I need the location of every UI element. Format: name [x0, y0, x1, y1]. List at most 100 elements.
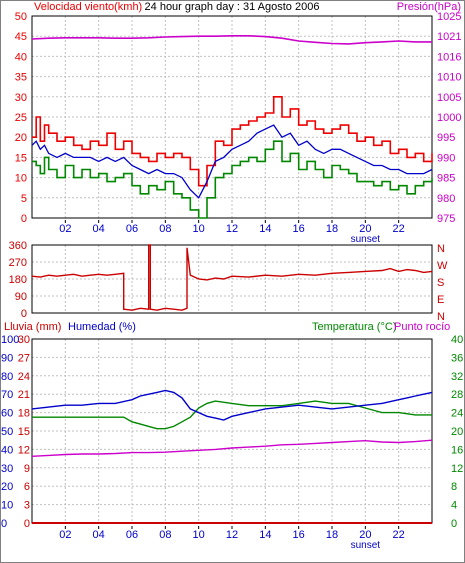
- humidity-y-tick-label: 0: [1, 518, 7, 530]
- wind-panel-x-tick-label: 06: [126, 223, 138, 235]
- direction-y-tick-label: 180: [9, 274, 27, 286]
- wind-panel-x-tick-label: 10: [193, 223, 205, 235]
- wind-panel-x-tick-label: 12: [226, 223, 238, 235]
- wind-y-tick-label: 0: [21, 213, 27, 225]
- climate-panel-x-tick-label: 12: [226, 529, 238, 541]
- compass-label: S: [437, 277, 444, 289]
- temperature-series: [32, 400, 432, 430]
- temperature-axis-label: Temperatura (°C): [312, 321, 396, 333]
- pressure-y-tick-label: 975: [437, 213, 455, 225]
- climate-panel-x-tick-label: 20: [359, 529, 371, 541]
- humidity-y-tick-label: 60: [1, 408, 13, 420]
- rain-y-tick-label: 27: [18, 352, 30, 364]
- pressure-axis-label: Presión(hPa): [397, 1, 461, 13]
- rain-y-tick-label: 18: [18, 408, 30, 420]
- pressure-y-tick-label: 990: [437, 152, 455, 164]
- wind-panel-grid: [32, 16, 432, 218]
- pressure-y-tick-label: 1021: [437, 31, 461, 43]
- sunset-label: sunset: [351, 234, 381, 245]
- climate-panel-x-tick-label: 06: [126, 529, 138, 541]
- climate-panel-x-tick-label: 16: [293, 529, 305, 541]
- climate-panel-x-tick-label: 22: [393, 529, 405, 541]
- climate-panel-x-tick-label: 10: [193, 529, 205, 541]
- dewpoint-axis-label: Punto rocío: [394, 321, 450, 333]
- humidity-y-tick-label: 100: [1, 334, 19, 346]
- pressure-y-tick-label: 1016: [437, 51, 461, 63]
- temperature-y-tick-label: 8: [451, 481, 457, 493]
- rain-y-tick-label: 24: [18, 371, 30, 383]
- direction-y-tick-label: 0: [21, 308, 27, 320]
- temperature-y-tick-label: 36: [451, 352, 463, 364]
- direction-y-tick-label: 90: [15, 291, 27, 303]
- humidity-axis-label: Humedad (%): [68, 321, 136, 333]
- wind-y-tick-label: 40: [15, 51, 27, 63]
- wind-y-tick-label: 15: [15, 152, 27, 164]
- direction-y-tick-label: 270: [9, 257, 27, 269]
- humidity-y-tick-label: 50: [1, 426, 13, 438]
- humidity-y-tick-label: 80: [1, 371, 13, 383]
- wind-panel-x-tick-label: 08: [159, 223, 171, 235]
- rain-y-tick-label: 30: [18, 334, 30, 346]
- rain-y-tick-label: 12: [18, 444, 30, 456]
- humidity-y-tick-label: 70: [1, 389, 13, 401]
- temperature-y-tick-label: 24: [451, 408, 463, 420]
- wind-max-series: [32, 96, 433, 187]
- wind-panel-x-tick-label: 22: [393, 223, 405, 235]
- rain-y-tick-label: 21: [18, 389, 30, 401]
- wind-y-tick-label: 50: [15, 11, 27, 23]
- temperature-y-tick-label: 12: [451, 463, 463, 475]
- chart-title: 24 hour graph day : 31 Agosto 2006: [145, 1, 320, 13]
- climate-panel-x-tick-label: 02: [59, 529, 71, 541]
- wind-panel-x-tick-label: 14: [259, 223, 271, 235]
- pressure-y-tick-label: 1005: [437, 92, 461, 104]
- direction-y-tick-label: 360: [9, 240, 27, 252]
- dewpoint-series: [31, 439, 433, 457]
- rain-y-tick-label: 15: [18, 426, 30, 438]
- wind-y-tick-label: 45: [15, 31, 27, 43]
- climate-panel-grid: [32, 339, 432, 523]
- wind-axis-label: Velocidad viento(kmh): [34, 1, 142, 13]
- wind-y-tick-label: 20: [15, 132, 27, 144]
- humidity-series: [31, 389, 433, 421]
- compass-label: N: [437, 243, 445, 255]
- wind-min-series: [32, 140, 433, 219]
- wind-y-tick-label: 30: [15, 92, 27, 104]
- climate-panel-x-tick-label: 14: [259, 529, 271, 541]
- wind-panel-x-tick-label: 16: [293, 223, 305, 235]
- temperature-y-tick-label: 28: [451, 389, 463, 401]
- direction-panel-grid: [32, 245, 432, 313]
- humidity-y-tick-label: 90: [1, 352, 13, 364]
- temperature-y-tick-label: 20: [451, 426, 463, 438]
- wind-panel-frame: [31, 15, 433, 219]
- wind-panel-x-tick-label: 20: [359, 223, 371, 235]
- temperature-y-tick-label: 40: [451, 334, 463, 346]
- humidity-y-tick-label: 20: [1, 481, 13, 493]
- temperature-y-tick-label: 16: [451, 444, 463, 456]
- compass-label: E: [437, 294, 444, 306]
- climate-panel-x-tick-label: 08: [159, 529, 171, 541]
- wind-y-tick-label: 25: [15, 112, 27, 124]
- temperature-y-tick-label: 32: [451, 371, 463, 383]
- pressure-series: [31, 35, 432, 45]
- wind-panel-x-tick-label: 02: [59, 223, 71, 235]
- rain-y-tick-label: 3: [24, 500, 30, 512]
- wind-panel-x-tick-label: 04: [93, 223, 105, 235]
- wind-avg-series: [31, 124, 433, 199]
- climate-panel-x-tick-label: 04: [93, 529, 105, 541]
- compass-label: W: [437, 260, 448, 272]
- pressure-y-tick-label: 995: [437, 132, 455, 144]
- pressure-y-tick-label: 1010: [437, 72, 461, 84]
- sunset-label: sunset: [351, 540, 381, 551]
- direction-panel-frame: [31, 244, 433, 314]
- rain-y-tick-label: 0: [24, 518, 30, 530]
- humidity-y-tick-label: 40: [1, 444, 13, 456]
- pressure-y-tick-label: 980: [437, 193, 455, 205]
- wind-panel-x-tick-label: 18: [326, 223, 338, 235]
- wind-y-tick-label: 5: [21, 193, 27, 205]
- humidity-y-tick-label: 10: [1, 500, 13, 512]
- wind-y-tick-label: 35: [15, 72, 27, 84]
- climate-panel-x-tick-label: 18: [326, 529, 338, 541]
- pressure-y-tick-label: 985: [437, 173, 455, 185]
- wind-y-tick-label: 10: [15, 173, 27, 185]
